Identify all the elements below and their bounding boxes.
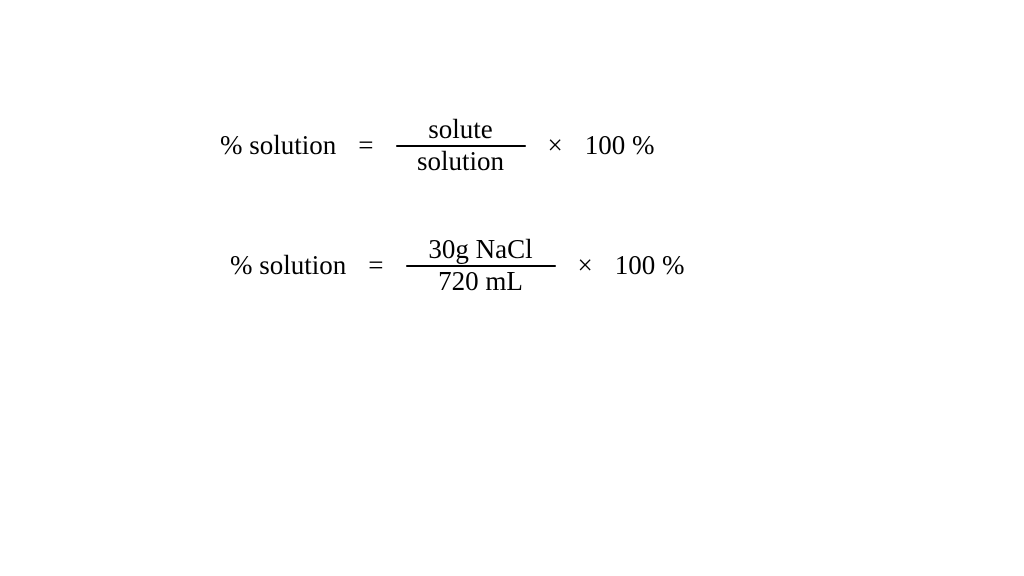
rhs-text: 100 % — [615, 250, 685, 281]
times-sign: × — [548, 130, 563, 161]
lhs-text: % solution — [220, 130, 336, 161]
fraction-numerator: solute — [420, 115, 501, 145]
fraction-denominator: 720 mL — [430, 267, 531, 297]
fraction-2: 30g NaCl 720 mL — [406, 235, 556, 296]
fraction-numerator: 30g NaCl — [420, 235, 540, 265]
fraction-1: solute solution — [396, 115, 526, 176]
equation-row-1: % solution = solute solution × 100 % — [220, 115, 654, 176]
whiteboard-canvas: % solution = solute solution × 100 % % s… — [0, 0, 1024, 576]
equals-sign: = — [368, 250, 383, 281]
times-sign: × — [578, 250, 593, 281]
lhs-text: % solution — [230, 250, 346, 281]
rhs-text: 100 % — [585, 130, 655, 161]
equals-sign: = — [358, 130, 373, 161]
fraction-denominator: solution — [409, 147, 512, 177]
equation-row-2: % solution = 30g NaCl 720 mL × 100 % — [230, 235, 684, 296]
